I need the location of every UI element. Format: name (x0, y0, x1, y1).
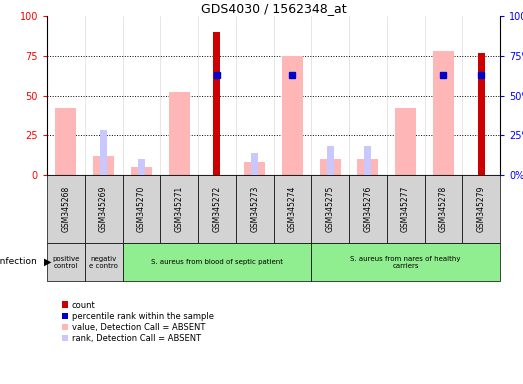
Bar (425, 175, 462, 243)
Title: GDS4030 / 1562348_at: GDS4030 / 1562348_at (201, 2, 346, 15)
Bar (311, 243, 500, 281)
Bar (55, 108, 76, 175)
Legend: count, percentile rank within the sample, value, Detection Call = ABSENT, rank, : count, percentile rank within the sample… (62, 301, 213, 343)
Bar (358, 159, 378, 175)
Text: GSM345273: GSM345273 (250, 186, 259, 232)
Text: S. aureus from blood of septic patient: S. aureus from blood of septic patient (151, 259, 283, 265)
Bar (433, 51, 454, 175)
Text: GSM345270: GSM345270 (137, 186, 146, 232)
Bar (244, 162, 265, 175)
Bar (236, 175, 274, 243)
Bar (311, 175, 349, 243)
Bar (160, 175, 198, 243)
Bar (47, 243, 85, 281)
Bar (93, 156, 114, 175)
Text: GSM345269: GSM345269 (99, 186, 108, 232)
Bar (85, 243, 122, 281)
Bar (213, 32, 220, 175)
Bar (462, 175, 500, 243)
Text: GSM345276: GSM345276 (363, 186, 372, 232)
Bar (327, 146, 334, 175)
Bar (320, 159, 340, 175)
Text: GSM345268: GSM345268 (61, 186, 71, 232)
Text: GSM345275: GSM345275 (326, 186, 335, 232)
Bar (349, 175, 386, 243)
Bar (85, 175, 122, 243)
Bar (251, 153, 258, 175)
Text: ▶: ▶ (44, 257, 52, 267)
Text: GSM345272: GSM345272 (212, 186, 221, 232)
Text: GSM345279: GSM345279 (476, 186, 486, 232)
Text: negativ
e contro: negativ e contro (89, 255, 118, 268)
Bar (386, 175, 425, 243)
Text: positive
control: positive control (52, 255, 79, 268)
Bar (477, 53, 484, 175)
Text: S. aureus from nares of healthy
carriers: S. aureus from nares of healthy carriers (350, 255, 461, 268)
Bar (100, 131, 107, 175)
Text: infection: infection (0, 258, 37, 266)
Bar (138, 159, 145, 175)
Bar (122, 243, 311, 281)
Bar (282, 56, 303, 175)
Bar (122, 175, 160, 243)
Bar (365, 146, 371, 175)
Text: GSM345278: GSM345278 (439, 186, 448, 232)
Text: GSM345274: GSM345274 (288, 186, 297, 232)
Bar (395, 108, 416, 175)
Text: GSM345277: GSM345277 (401, 186, 410, 232)
Bar (47, 175, 85, 243)
Bar (274, 175, 311, 243)
Bar (198, 175, 236, 243)
Text: GSM345271: GSM345271 (175, 186, 184, 232)
Bar (131, 167, 152, 175)
Bar (169, 92, 189, 175)
